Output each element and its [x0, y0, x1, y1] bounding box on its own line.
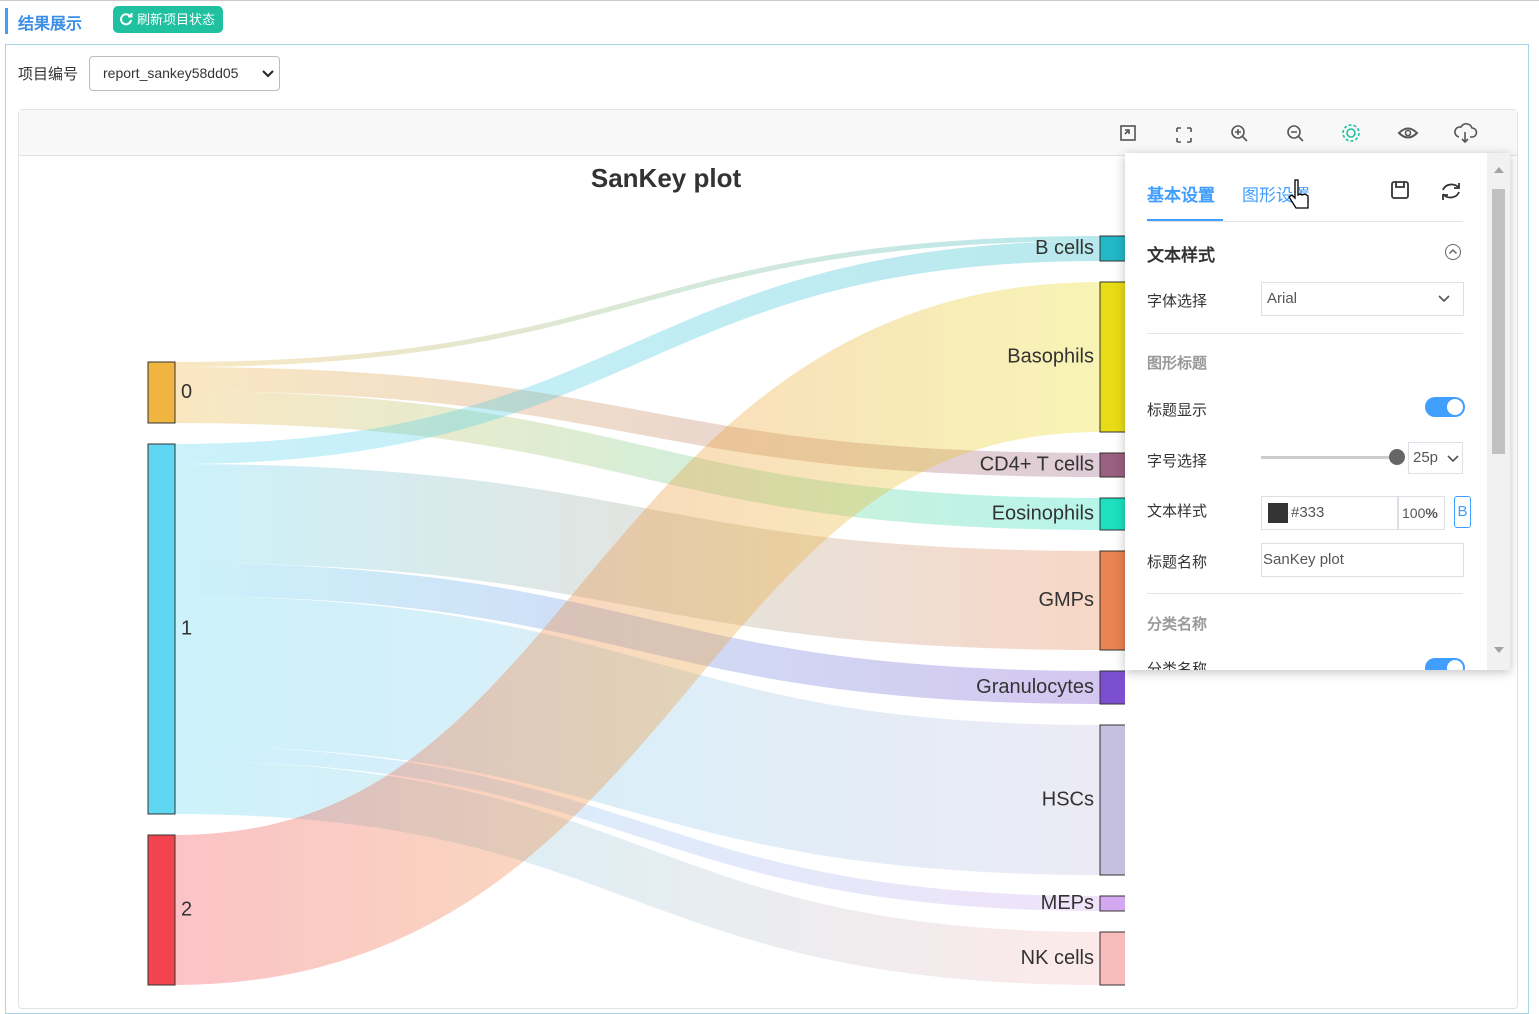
category-show-toggle[interactable] [1425, 658, 1465, 670]
header-bar [5, 8, 8, 34]
node [1099, 497, 1125, 531]
zoom-out-icon[interactable] [1287, 125, 1304, 142]
node [1099, 550, 1125, 651]
node-label: 1 [181, 617, 192, 639]
refresh-label: 刷新项目状态 [137, 12, 216, 27]
category-show-label: 分类名称 [1147, 661, 1208, 670]
panel-actions [1391, 181, 1460, 200]
top-border [0, 0, 1539, 1]
node-label: CD4+ T cells [980, 453, 1094, 475]
collapse-icon[interactable] [1444, 243, 1462, 261]
bold-button[interactable]: B [1454, 496, 1471, 528]
save-icon[interactable] [1391, 181, 1409, 199]
restore-icon[interactable] [1120, 125, 1136, 141]
chevron [1447, 455, 1459, 463]
link [174, 746, 1101, 911]
node [147, 361, 176, 424]
node [1099, 895, 1125, 912]
node-label: GMPs [1038, 589, 1094, 611]
links [173, 236, 1102, 985]
font-size-select[interactable]: 25p [1408, 442, 1463, 474]
font-size-label: 字号选择 [1147, 453, 1208, 470]
scroll-down[interactable] [1493, 646, 1505, 654]
node [1099, 235, 1125, 262]
link [173, 282, 1102, 985]
node [1099, 452, 1125, 478]
color-input[interactable]: #333 [1261, 496, 1398, 530]
font-value: Arial [1267, 290, 1298, 307]
scrollbar-track [1487, 153, 1510, 670]
chart-title: SanKey plot [591, 163, 742, 193]
opacity-value: 100 [1402, 505, 1426, 521]
preview-icon[interactable] [1397, 127, 1419, 139]
sankey-chart: SanKey plot 0 1 2 B cells Basophils CD4+ T ce… [147, 163, 1125, 986]
node [1099, 670, 1125, 705]
tab-basic[interactable]: 基本设置 [1147, 186, 1215, 205]
slider-thumb[interactable] [1389, 449, 1405, 465]
cursor [1288, 179, 1309, 209]
chevron [262, 70, 274, 78]
color-swatch [1268, 503, 1288, 523]
project-value: report_sankey58dd05 [103, 65, 239, 81]
node [147, 834, 176, 986]
node [1099, 281, 1125, 433]
zoom-in-icon[interactable] [1231, 125, 1248, 142]
text-style-label: 文本样式 [1147, 503, 1208, 520]
node-label: Basophils [1007, 345, 1094, 367]
settings-icon[interactable] [1342, 124, 1360, 142]
section-category: 分类名称 [1147, 616, 1208, 633]
scroll-up[interactable] [1493, 166, 1505, 174]
slider-track [1261, 456, 1397, 459]
refresh-icon [120, 13, 133, 26]
project-label: 项目编号 [18, 66, 79, 83]
link [174, 391, 1101, 530]
fullscreen-icon[interactable] [1176, 127, 1192, 143]
title-name-label: 标题名称 [1147, 554, 1208, 571]
node-label: 2 [181, 898, 192, 920]
header-title: 结果展示 [18, 16, 83, 33]
toolbar [19, 110, 1517, 156]
title-show-label: 标题显示 [1147, 402, 1208, 419]
title-name-input[interactable]: SanKey plot [1261, 543, 1464, 577]
refresh-button[interactable]: 刷新项目状态 [113, 6, 223, 33]
color-value: #333 [1291, 504, 1325, 521]
scrollbar-thumb[interactable] [1492, 189, 1505, 454]
node-label: Granulocytes [976, 676, 1094, 698]
chevron [1438, 295, 1450, 303]
tab-underline [1147, 219, 1223, 221]
opacity-input[interactable]: 100% [1398, 496, 1445, 530]
node [1099, 724, 1125, 876]
toolbar-icons [1120, 123, 1478, 144]
section-title: 图形标题 [1147, 355, 1208, 372]
project-select[interactable]: report_sankey58dd05 [89, 56, 280, 91]
font-select[interactable]: Arial [1261, 282, 1464, 316]
title-show-toggle[interactable] [1425, 397, 1465, 417]
node-label: HSCs [1042, 788, 1094, 810]
node [147, 443, 176, 815]
node-label: MEPs [1041, 892, 1094, 914]
section-text-style: 文本样式 [1147, 246, 1215, 265]
node-label: NK cells [1021, 947, 1094, 969]
link [174, 241, 1101, 464]
font-size-value: 25p [1413, 449, 1439, 466]
node-label: 0 [181, 381, 192, 403]
download-icon[interactable] [1454, 123, 1478, 144]
node-label: B cells [1035, 237, 1094, 259]
opacity-unit: % [1425, 505, 1438, 521]
link [174, 236, 1101, 367]
node [1099, 931, 1125, 986]
node-label: Eosinophils [992, 502, 1094, 524]
settings-panel: 基本设置 图形设置 文本样式 字体选择 Arial 图形标题 标题显示 字号选择… [1125, 153, 1510, 670]
font-label: 字体选择 [1147, 293, 1208, 310]
reset-icon[interactable] [1442, 183, 1460, 200]
